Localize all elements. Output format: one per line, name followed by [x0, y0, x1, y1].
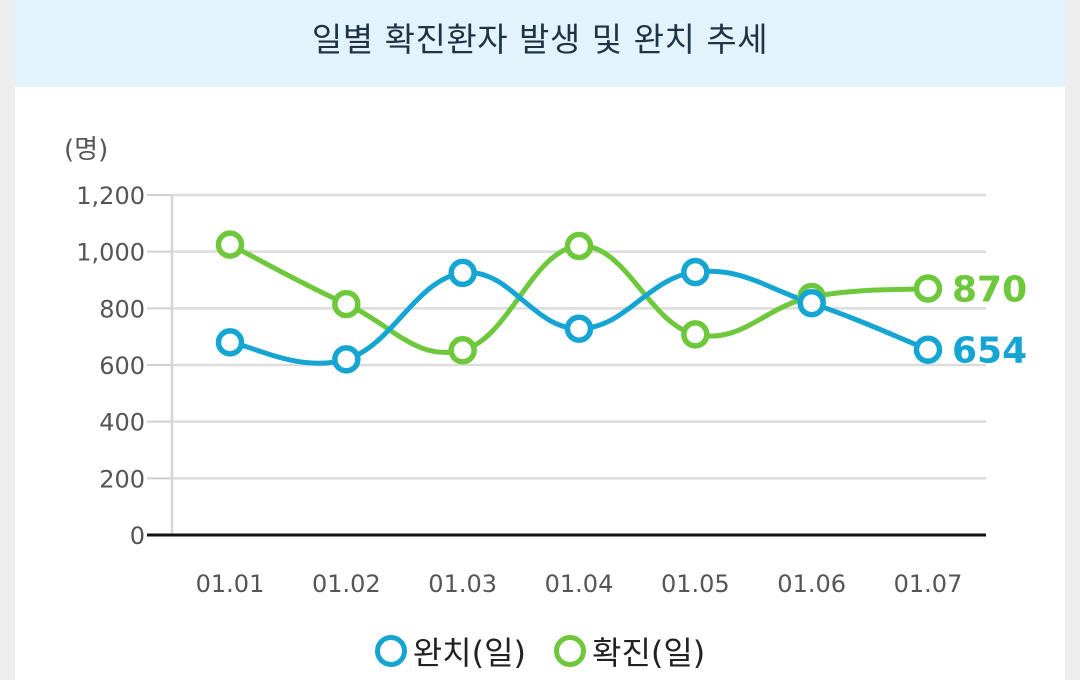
y-tick-label: 400 [99, 409, 145, 437]
data-point-confirmed [448, 336, 477, 365]
chart-header: 일별 확진환자 발생 및 완치 추세 [15, 0, 1065, 87]
chart-card: 일별 확진환자 발생 및 완치 추세 [15, 0, 1065, 680]
x-tick-label: 01.04 [545, 570, 614, 598]
chart-title: 일별 확진환자 발생 및 완치 추세 [311, 19, 769, 59]
x-tick-label: 01.05 [661, 570, 730, 598]
y-tick-label: 200 [99, 465, 145, 493]
y-tick-label: 0 [130, 522, 145, 550]
x-tick-label: 01.01 [196, 570, 265, 598]
data-point-recovered [797, 288, 826, 318]
legend-item-confirmed[interactable]: 확진(일) [554, 628, 705, 674]
data-point-recovered [564, 314, 594, 343]
data-point-recovered [681, 257, 710, 287]
data-point-confirmed [215, 230, 245, 259]
data-point-recovered [332, 345, 361, 374]
data-point-recovered [913, 335, 943, 364]
end-value-label-confirmed: 870 [952, 270, 1027, 311]
x-tick-label: 01.07 [894, 570, 963, 598]
x-tick-label: 01.02 [312, 570, 381, 598]
legend-label-recovered: 완치(일) [412, 634, 526, 672]
y-tick-label: 1,000 [76, 239, 145, 267]
y-tick-label: 800 [99, 295, 145, 323]
data-point-confirmed [332, 289, 361, 319]
y-tick-label: 600 [99, 352, 145, 380]
data-point-confirmed [913, 274, 943, 303]
data-point-recovered [215, 328, 245, 357]
legend-marker-recovered [374, 635, 407, 667]
legend: 완치(일) 확진(일) [0, 628, 1080, 674]
data-point-confirmed [681, 320, 710, 349]
y-axis-unit-label: (명) [64, 135, 108, 165]
legend-marker-confirmed [554, 635, 586, 667]
y-tick-label: 1,200 [76, 182, 145, 210]
legend-label-confirmed: 확진(일) [592, 634, 706, 672]
x-tick-label: 01.03 [428, 570, 497, 598]
legend-item-recovered[interactable]: 완치(일) [374, 628, 526, 674]
end-value-label-recovered: 654 [952, 331, 1027, 372]
data-point-recovered [448, 258, 477, 288]
data-point-confirmed [564, 231, 594, 261]
x-tick-label: 01.06 [777, 570, 846, 598]
